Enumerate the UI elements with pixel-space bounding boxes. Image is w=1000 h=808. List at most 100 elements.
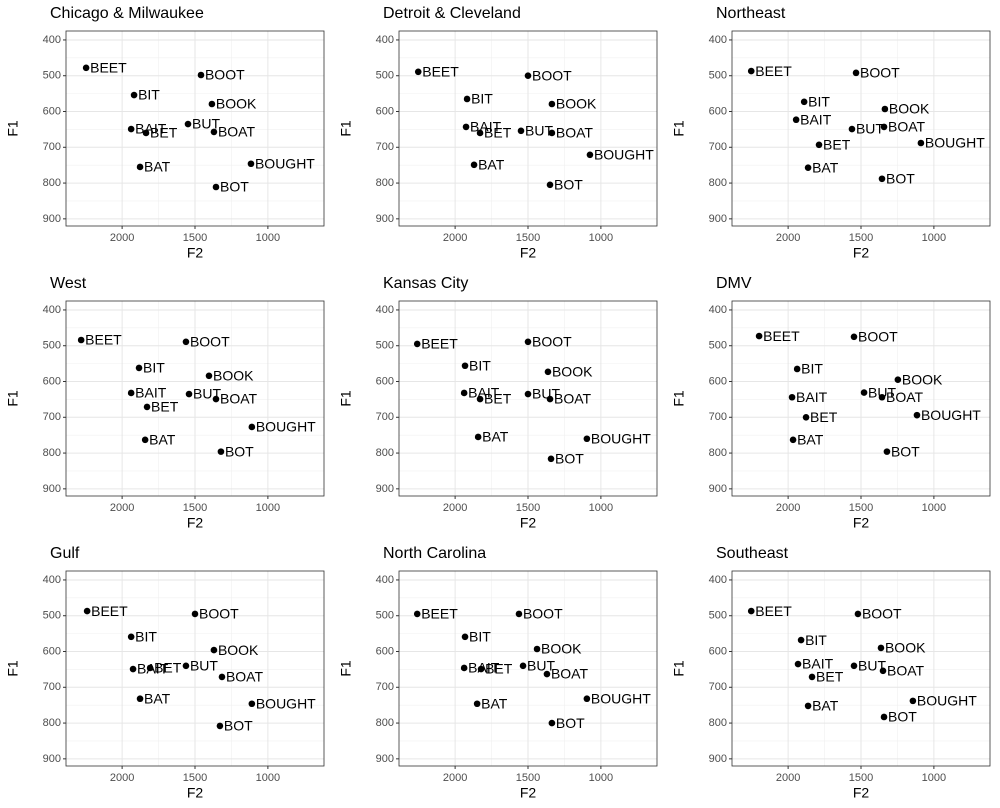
point-label: BOT bbox=[225, 443, 254, 459]
x-tick-label: 1500 bbox=[849, 232, 873, 244]
point-label: BAT bbox=[481, 695, 508, 711]
point-label: BUT bbox=[856, 121, 884, 137]
panel-title: Northeast bbox=[716, 5, 786, 22]
y-tick-label: 900 bbox=[376, 483, 394, 495]
point bbox=[524, 72, 532, 80]
point bbox=[146, 664, 154, 672]
point bbox=[524, 390, 532, 398]
point-label: BOT bbox=[888, 709, 917, 725]
point-label: BEET bbox=[755, 603, 792, 619]
y-tick-label: 900 bbox=[43, 483, 61, 495]
point bbox=[544, 368, 552, 376]
y-tick-label: 700 bbox=[43, 681, 61, 693]
point-label: BOT bbox=[891, 443, 920, 459]
point bbox=[517, 127, 525, 135]
x-tick-label: 1500 bbox=[516, 502, 540, 514]
point bbox=[909, 697, 917, 705]
y-tick-label: 700 bbox=[709, 681, 727, 693]
point bbox=[546, 395, 554, 403]
point bbox=[747, 607, 755, 615]
x-axis-title: F2 bbox=[187, 515, 204, 531]
point bbox=[474, 433, 482, 441]
x-tick-label: 1500 bbox=[183, 232, 207, 244]
point-label: BEET bbox=[85, 332, 122, 348]
y-tick-label: 700 bbox=[376, 681, 394, 693]
plot-border bbox=[731, 30, 991, 227]
point bbox=[470, 161, 478, 169]
point bbox=[850, 662, 858, 670]
point-label: BEET bbox=[91, 603, 128, 619]
point-label: BOT bbox=[554, 177, 583, 193]
point bbox=[142, 129, 150, 137]
point bbox=[533, 645, 541, 653]
point bbox=[185, 390, 193, 398]
point-label: BOOK bbox=[218, 642, 259, 658]
y-tick-label: 500 bbox=[376, 340, 394, 352]
point bbox=[141, 436, 149, 444]
point-label: BEET bbox=[422, 63, 459, 79]
point bbox=[248, 700, 256, 708]
x-tick-label: 1500 bbox=[183, 502, 207, 514]
x-axis-title: F2 bbox=[853, 785, 870, 801]
point-label: BEET bbox=[421, 606, 458, 622]
x-tick-label: 1000 bbox=[589, 772, 613, 784]
point-label: BAT bbox=[797, 432, 824, 448]
point bbox=[880, 713, 888, 721]
point-label: BOOT bbox=[205, 67, 245, 83]
y-axis-title: F1 bbox=[5, 120, 21, 137]
point-label: BOT bbox=[224, 718, 253, 734]
point bbox=[815, 141, 823, 149]
panel-title: Gulf bbox=[50, 545, 80, 562]
x-tick-label: 2000 bbox=[776, 772, 800, 784]
point bbox=[802, 413, 810, 421]
point-label: BET bbox=[823, 136, 851, 152]
point-label: BUT bbox=[868, 384, 896, 400]
x-axis-title: F2 bbox=[853, 245, 870, 261]
x-tick-label: 2000 bbox=[443, 232, 467, 244]
plot-border bbox=[398, 30, 658, 227]
point bbox=[880, 123, 888, 131]
point-label: BOUGHT bbox=[591, 690, 651, 706]
point-label: BOOT bbox=[190, 333, 230, 349]
point bbox=[546, 181, 554, 189]
x-tick-label: 1500 bbox=[849, 772, 873, 784]
point-label: BET bbox=[150, 125, 178, 141]
point bbox=[788, 393, 796, 401]
point-label: BIT bbox=[138, 87, 160, 103]
point-label: BIT bbox=[805, 632, 827, 648]
x-tick-label: 1000 bbox=[256, 502, 280, 514]
point bbox=[136, 163, 144, 171]
point bbox=[894, 376, 902, 384]
point-label: BET bbox=[151, 399, 179, 415]
x-tick-label: 2000 bbox=[776, 232, 800, 244]
panel-title: Kansas City bbox=[383, 275, 468, 292]
point-label: BET bbox=[154, 660, 182, 676]
point-label: BOT bbox=[886, 170, 915, 186]
point-label: BOAT bbox=[556, 125, 594, 141]
x-axis-title: F2 bbox=[853, 515, 870, 531]
plot-border bbox=[731, 570, 991, 767]
point bbox=[877, 644, 885, 652]
y-tick-label: 600 bbox=[709, 375, 727, 387]
y-tick-label: 600 bbox=[43, 645, 61, 657]
y-tick-label: 900 bbox=[43, 753, 61, 765]
y-axis-title: F1 bbox=[671, 660, 687, 677]
y-axis-title: F1 bbox=[338, 660, 354, 677]
point-label: BOAT bbox=[218, 124, 256, 140]
point-label: BOT bbox=[555, 450, 584, 466]
point bbox=[127, 633, 135, 641]
point bbox=[461, 633, 469, 641]
point bbox=[548, 129, 556, 137]
point-label: BAT bbox=[478, 157, 505, 173]
x-tick-label: 1500 bbox=[516, 232, 540, 244]
panel-title: Detroit & Cleveland bbox=[383, 5, 521, 22]
y-tick-label: 700 bbox=[709, 141, 727, 153]
point-label: BOOT bbox=[532, 333, 572, 349]
panel-title: Chicago & Milwaukee bbox=[50, 5, 204, 22]
point-label: BOUGHT bbox=[255, 155, 315, 171]
point-label: BOOK bbox=[541, 641, 582, 657]
y-tick-label: 400 bbox=[43, 34, 61, 46]
y-axis-title: F1 bbox=[671, 390, 687, 407]
x-axis-title: F2 bbox=[520, 785, 537, 801]
